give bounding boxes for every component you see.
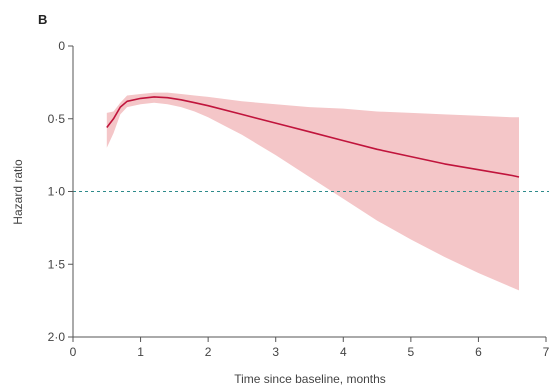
x-tick-label: 7: [543, 345, 549, 359]
y-axis-title: Hazard ratio: [11, 159, 25, 225]
x-ticks-group: 0 1 2 3 4 5 6 7: [70, 337, 549, 359]
x-tick-label: 0: [70, 345, 77, 359]
panel-label: B: [38, 12, 47, 27]
x-tick-label: 6: [475, 345, 482, 359]
y-tick-label: 0·5: [48, 112, 66, 126]
x-tick-label: 1: [137, 345, 144, 359]
y-tick-label: 1·5: [48, 257, 66, 271]
x-tick-label: 4: [340, 345, 347, 359]
x-tick-label: 5: [408, 345, 415, 359]
y-tick-label: 0: [58, 39, 65, 53]
hazard-ratio-line: [106, 96, 520, 178]
x-axis-title: Time since baseline, months: [234, 372, 386, 386]
x-tick-label: 2: [205, 345, 212, 359]
y-tick-label: 2·0: [48, 330, 66, 344]
confidence-band: [106, 92, 520, 291]
y-ticks-group: 0 0·5 1·0 1·5 2·0: [48, 39, 73, 344]
y-tick-label: 1·0: [48, 185, 66, 199]
confidence-band-group: [106, 92, 520, 291]
hazard-line-group: [106, 96, 520, 178]
x-tick-label: 3: [272, 345, 279, 359]
